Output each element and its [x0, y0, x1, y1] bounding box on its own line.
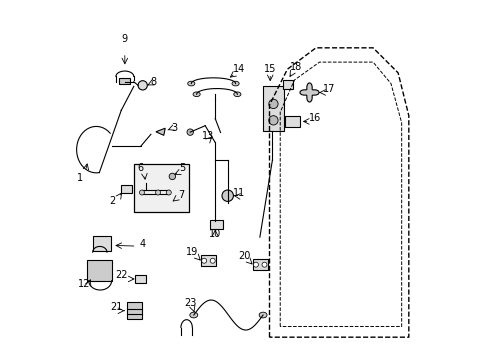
Text: 6: 6	[137, 163, 143, 174]
Text: 14: 14	[233, 64, 245, 74]
Text: 18: 18	[289, 62, 301, 72]
Ellipse shape	[189, 312, 197, 318]
Ellipse shape	[233, 92, 241, 96]
Circle shape	[262, 262, 266, 267]
Circle shape	[139, 190, 144, 195]
FancyBboxPatch shape	[134, 164, 188, 212]
Bar	[86, 260, 112, 281]
Polygon shape	[300, 83, 319, 102]
Ellipse shape	[231, 81, 239, 86]
Text: 10: 10	[209, 229, 221, 239]
Text: 16: 16	[308, 113, 321, 123]
Bar	[127, 302, 142, 319]
Text: 8: 8	[150, 77, 156, 87]
Text: 9: 9	[122, 34, 128, 44]
Text: 5: 5	[179, 163, 185, 174]
Bar	[209, 220, 222, 229]
Circle shape	[210, 258, 215, 263]
Text: 4: 4	[140, 239, 145, 249]
Bar	[285, 116, 299, 127]
Circle shape	[169, 173, 175, 180]
Bar	[119, 78, 130, 84]
Bar	[93, 237, 111, 251]
Bar	[135, 275, 146, 283]
Ellipse shape	[187, 81, 194, 86]
Bar	[252, 259, 267, 270]
Text: 2: 2	[109, 197, 115, 206]
Text: 3: 3	[171, 123, 178, 133]
Ellipse shape	[193, 92, 200, 96]
Circle shape	[268, 116, 278, 125]
Bar	[283, 80, 292, 89]
Circle shape	[201, 258, 206, 263]
Circle shape	[155, 190, 160, 195]
Circle shape	[166, 190, 171, 195]
Circle shape	[268, 99, 278, 109]
Text: 21: 21	[110, 302, 122, 312]
Polygon shape	[156, 128, 165, 135]
Text: 11: 11	[232, 188, 244, 198]
Text: 20: 20	[238, 251, 250, 261]
Text: 7: 7	[178, 190, 184, 200]
Text: 15: 15	[264, 64, 276, 74]
Bar	[121, 185, 132, 193]
Bar	[263, 86, 283, 131]
Text: 17: 17	[323, 85, 335, 94]
Circle shape	[186, 129, 193, 135]
Text: 13: 13	[202, 131, 214, 141]
Circle shape	[138, 81, 147, 90]
Circle shape	[222, 190, 233, 202]
Ellipse shape	[259, 312, 266, 318]
Text: 23: 23	[183, 298, 196, 308]
Text: 22: 22	[116, 270, 128, 280]
Text: 19: 19	[185, 247, 197, 257]
Text: 1: 1	[77, 173, 83, 183]
Bar	[201, 255, 216, 266]
Text: 12: 12	[78, 279, 90, 289]
Circle shape	[253, 262, 258, 267]
